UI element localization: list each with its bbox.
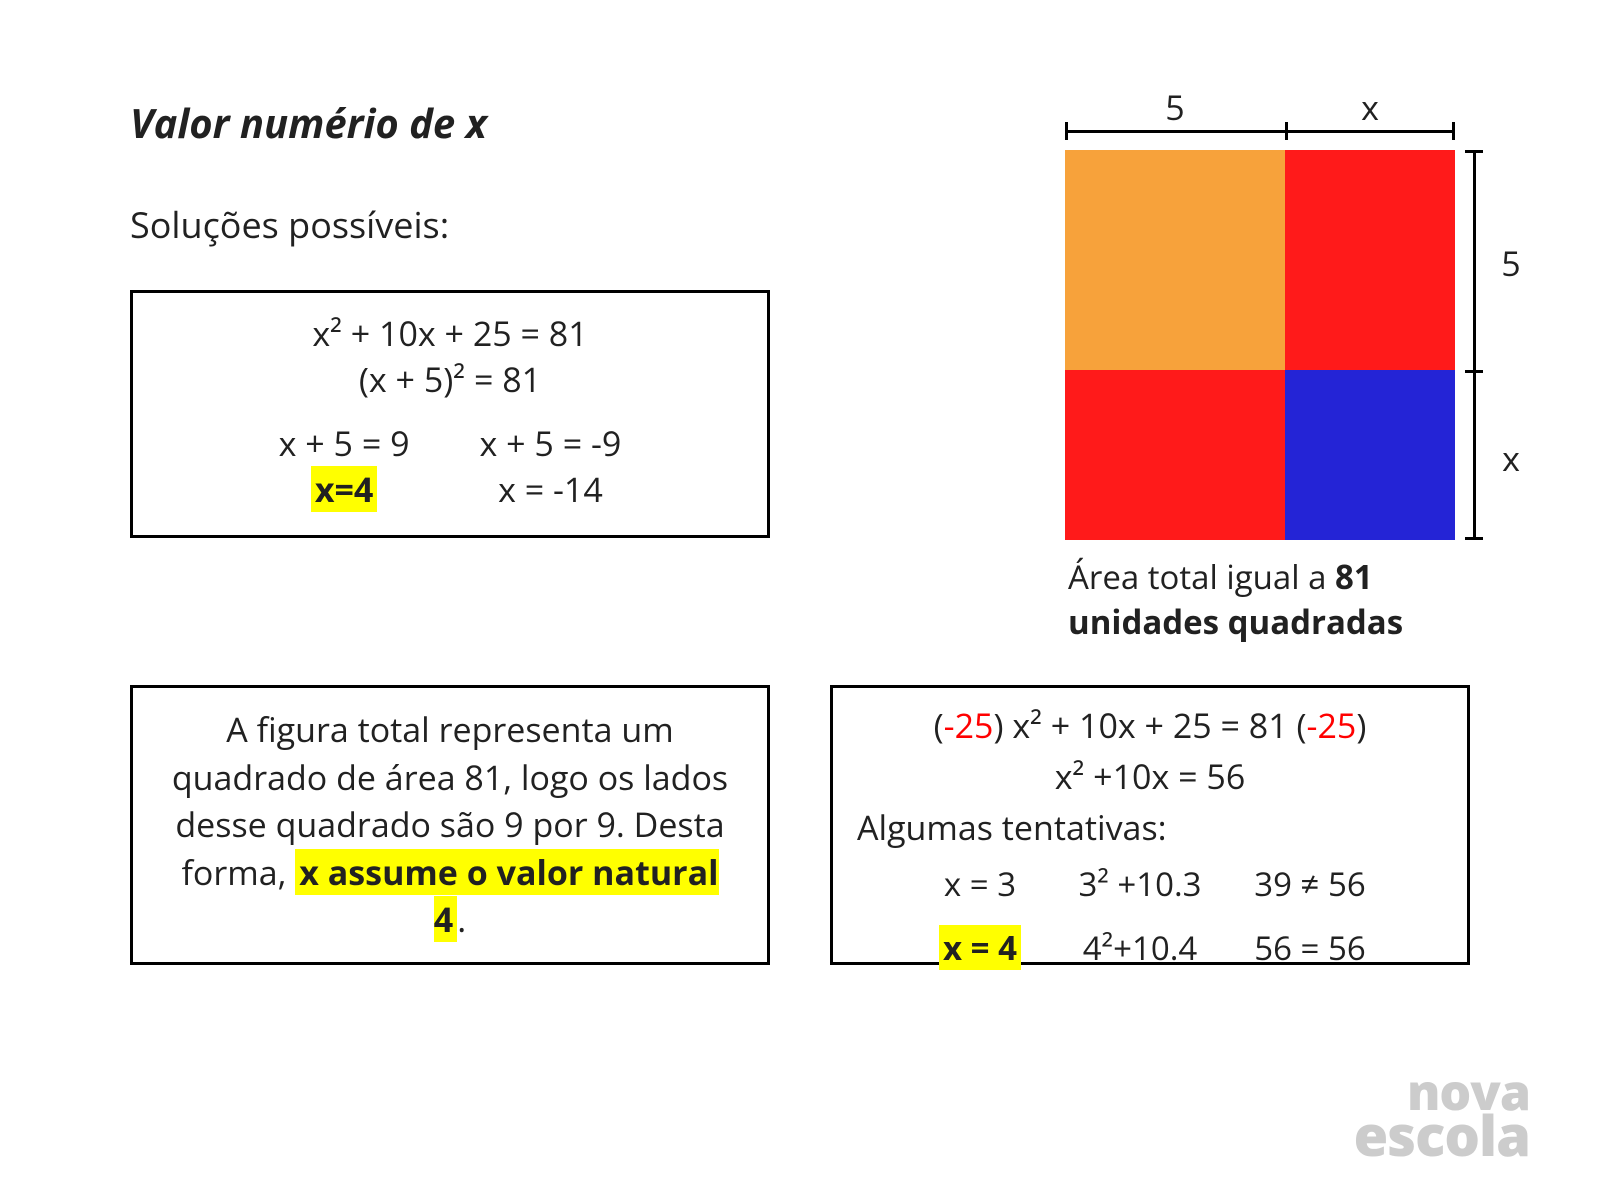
minus25-right: -25 xyxy=(1307,702,1357,748)
square-grid xyxy=(1065,150,1455,540)
right-dimension-bracket xyxy=(1465,150,1483,540)
trial-r2c3: 56 = 56 xyxy=(1225,923,1395,973)
eq-line-1: x² + 10x + 25 = 81 xyxy=(143,311,757,357)
eq-simplified: x² +10x = 56 xyxy=(857,751,1443,802)
cell-xxx xyxy=(1285,370,1455,540)
trial-r1c3: 39 ≠ 56 xyxy=(1225,859,1395,909)
cell-5x5 xyxy=(1065,150,1285,370)
caption-num: 81 xyxy=(1335,554,1373,599)
square-diagram: 5x5x xyxy=(1065,150,1545,590)
brand-line2: escola xyxy=(1354,1112,1530,1160)
paren-close: ) xyxy=(1356,702,1366,748)
explanation-box: A figura total representa um quadrado de… xyxy=(130,685,770,965)
eq-left: x + 5 = 9 xyxy=(279,421,410,467)
caption-unit: unidades quadradas xyxy=(1068,599,1403,644)
eq-right: x + 5 = -9 xyxy=(480,421,622,467)
trials-grid: x = 3 3² +10.3 39 ≠ 56 x = 4 4²+10.4 56 … xyxy=(857,859,1443,972)
trials-label: Algumas tentativas: xyxy=(857,802,1443,853)
explanation-post: . xyxy=(457,896,466,942)
explanation-highlight: x assume o valor natural 4 xyxy=(295,849,718,943)
cell-5xx-top xyxy=(1285,150,1455,370)
diagram-caption: Área total igual a 81 unidades quadradas xyxy=(1068,555,1488,644)
answer-neg14: x = -14 xyxy=(498,467,603,513)
dim-label-x-top: x xyxy=(1285,84,1455,130)
title-text: Valor numério de x xyxy=(130,95,487,150)
caption-pre: Área total igual a xyxy=(1068,554,1335,599)
dim-label-5-top: 5 xyxy=(1065,84,1285,130)
equation-box-factored: x² + 10x + 25 = 81 (x + 5)² = 81 x + 5 =… xyxy=(130,290,770,538)
subtitle: Soluções possíveis: xyxy=(130,200,449,249)
brand-logo: nova escola xyxy=(1354,1070,1530,1160)
eq-line-2: (x + 5)² = 81 xyxy=(143,357,757,403)
eq-top-mid: ) x² + 10x + 25 = 81 ( xyxy=(993,702,1306,748)
trial-r2c1-highlight: x = 4 xyxy=(939,925,1021,970)
trial-box: (-25) x² + 10x + 25 = 81 (-25) x² +10x =… xyxy=(830,685,1470,965)
dim-label-5-right: 5 xyxy=(1491,240,1531,286)
dim-label-x-right: x xyxy=(1491,435,1531,481)
page-title: Valor numério de x xyxy=(130,95,770,150)
cell-5xx-left xyxy=(1065,370,1285,540)
trial-r1c1: x = 3 xyxy=(905,859,1055,909)
trial-r1c2: 3² +10.3 xyxy=(1055,859,1225,909)
paren-open: ( xyxy=(934,702,944,748)
minus25-left: -25 xyxy=(944,702,994,748)
trial-r2c2: 4²+10.4 xyxy=(1055,923,1225,973)
answer-highlight-4: x=4 xyxy=(311,466,378,512)
